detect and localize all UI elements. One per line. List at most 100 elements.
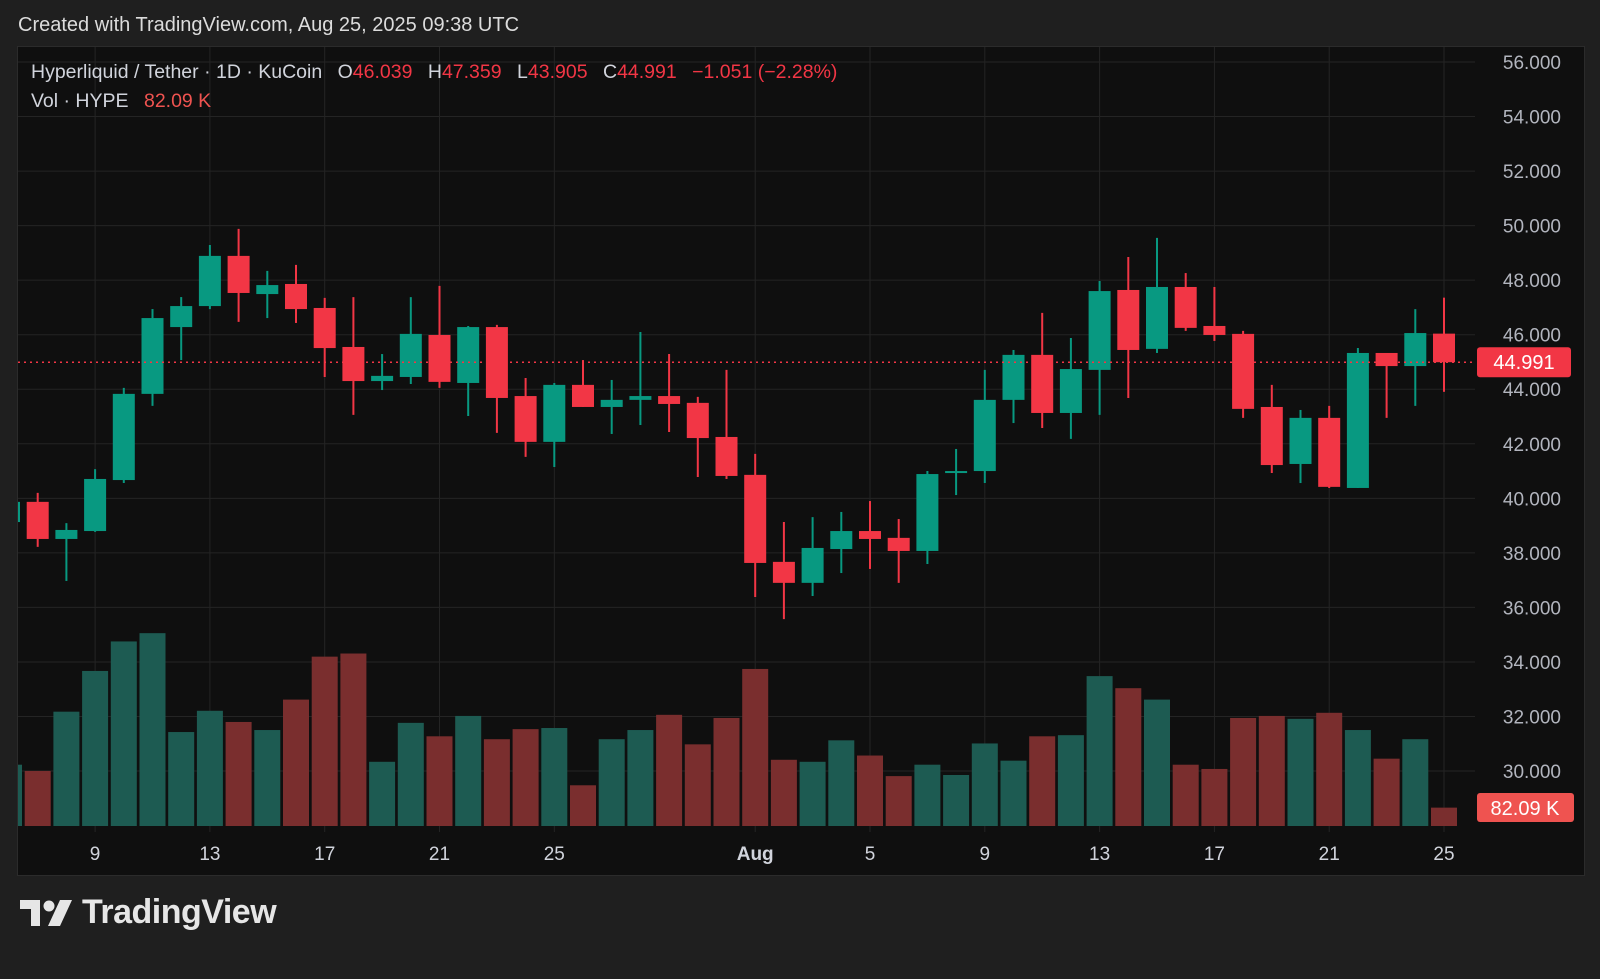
candle-body <box>1289 417 1312 464</box>
candle-body <box>801 547 824 583</box>
volume-bar <box>971 743 998 826</box>
candle-body <box>600 399 623 407</box>
candle-body <box>514 396 537 442</box>
candle-body <box>112 393 135 481</box>
y-tick-label: 56.000 <box>1503 53 1561 74</box>
price-axis: 56.000 54.000 52.000 50.000 48.000 46.000 44.0… <box>1503 53 1561 783</box>
volume-bar <box>1057 735 1084 826</box>
x-tick-label: 9 <box>980 844 991 865</box>
candle-body <box>313 307 336 349</box>
volume-bar <box>168 732 195 826</box>
candles <box>18 228 1455 620</box>
volume-bar <box>139 633 166 826</box>
y-tick-label: 50.000 <box>1503 217 1561 238</box>
candle-body <box>1203 325 1226 335</box>
volume-bar <box>1230 717 1257 826</box>
volume-bar <box>1402 739 1429 826</box>
candle-body <box>1059 369 1082 413</box>
y-tick-label: 44.000 <box>1503 380 1561 401</box>
y-tick-label: 52.000 <box>1503 162 1561 183</box>
candle-body <box>428 334 451 382</box>
volume-bar <box>684 744 711 826</box>
candle-body <box>658 396 681 404</box>
volume-bar <box>742 668 769 826</box>
candle-body <box>1174 286 1197 328</box>
candle-body <box>485 327 508 398</box>
volume-bar <box>857 755 883 826</box>
x-tick-label: 9 <box>90 844 101 865</box>
volume-bar <box>799 761 826 826</box>
tradingview-logo[interactable]: TradingView <box>20 893 277 932</box>
volume-bar <box>1287 718 1314 826</box>
volume-bar <box>18 764 22 826</box>
low-label: L <box>517 61 528 83</box>
volume-bar <box>283 699 309 826</box>
candle-body <box>830 531 853 550</box>
high-value: 47.359 <box>441 61 502 83</box>
volume-bar <box>570 785 596 826</box>
y-tick-label: 34.000 <box>1503 653 1561 674</box>
candle-body <box>1318 417 1341 487</box>
candle-body <box>1260 406 1283 466</box>
y-tick-label: 46.000 <box>1503 326 1561 347</box>
candle-body <box>371 375 394 382</box>
volume-bar <box>53 711 80 826</box>
candle-body <box>916 474 939 551</box>
candle-body <box>744 474 767 563</box>
volume-bar <box>1086 676 1113 826</box>
symbol-title[interactable]: Hyperliquid / Tether · 1D · KuCoin <box>31 61 323 83</box>
volume-bar <box>1115 688 1142 826</box>
high-label: H <box>427 61 442 83</box>
candle-body <box>399 333 422 377</box>
open-label: O <box>337 61 353 83</box>
time-axis: 9 13 17 21 25 Aug 5 9 13 17 21 25 <box>90 844 1455 865</box>
candle-body <box>1031 354 1054 413</box>
x-tick-label: 13 <box>1089 844 1110 865</box>
low-value: 43.905 <box>527 61 588 83</box>
candle-body <box>859 531 881 539</box>
volume-bar <box>1316 712 1343 826</box>
volume-bar <box>627 730 654 826</box>
candle-body <box>84 478 107 532</box>
candle-body <box>1232 333 1255 409</box>
volume-bar <box>397 722 424 826</box>
open-value: 46.039 <box>352 61 413 83</box>
created-with-caption: Created with TradingView.com, Aug 25, 20… <box>18 14 520 36</box>
ohlc-legend: Hyperliquid / Tether · 1D · KuCoin O46.0… <box>31 61 837 84</box>
y-tick-label: 32.000 <box>1503 707 1561 728</box>
last-price-value: 44.991 <box>1493 352 1554 374</box>
candle-body <box>198 255 221 307</box>
change-value: −1.051 (−2.28%) <box>692 61 838 83</box>
candle-body <box>26 501 49 539</box>
volume-bars <box>18 633 1457 826</box>
candle-body <box>1002 354 1025 400</box>
volume-bar <box>1000 760 1027 826</box>
volume-bar <box>82 670 109 826</box>
x-tick-label: 17 <box>314 844 335 865</box>
candle-body <box>572 384 594 407</box>
y-tick-label: 30.000 <box>1503 762 1561 783</box>
candle-body <box>457 327 480 383</box>
volume-legend: Vol · HYPE 82.09 K <box>31 90 211 113</box>
candle-body <box>973 399 996 472</box>
candle-body <box>55 529 78 539</box>
volume-bar <box>1144 699 1170 826</box>
candle-body <box>285 283 307 310</box>
close-label: C <box>602 61 618 83</box>
volume-bar <box>455 715 482 826</box>
x-tick-label: 25 <box>544 844 565 865</box>
volume-label[interactable]: Vol · HYPE <box>31 90 129 112</box>
candle-body <box>1146 286 1168 349</box>
candle-body <box>227 255 250 293</box>
y-tick-label: 38.000 <box>1503 544 1561 565</box>
y-tick-label: 36.000 <box>1503 598 1561 619</box>
volume-bar <box>225 721 252 826</box>
candle-body <box>1433 333 1455 363</box>
candle-body <box>715 436 738 476</box>
volume-bar <box>1373 758 1400 826</box>
volume-bar <box>770 759 797 826</box>
volume-bar <box>483 739 510 826</box>
close-value: 44.991 <box>617 61 677 83</box>
candle-body <box>342 346 365 382</box>
